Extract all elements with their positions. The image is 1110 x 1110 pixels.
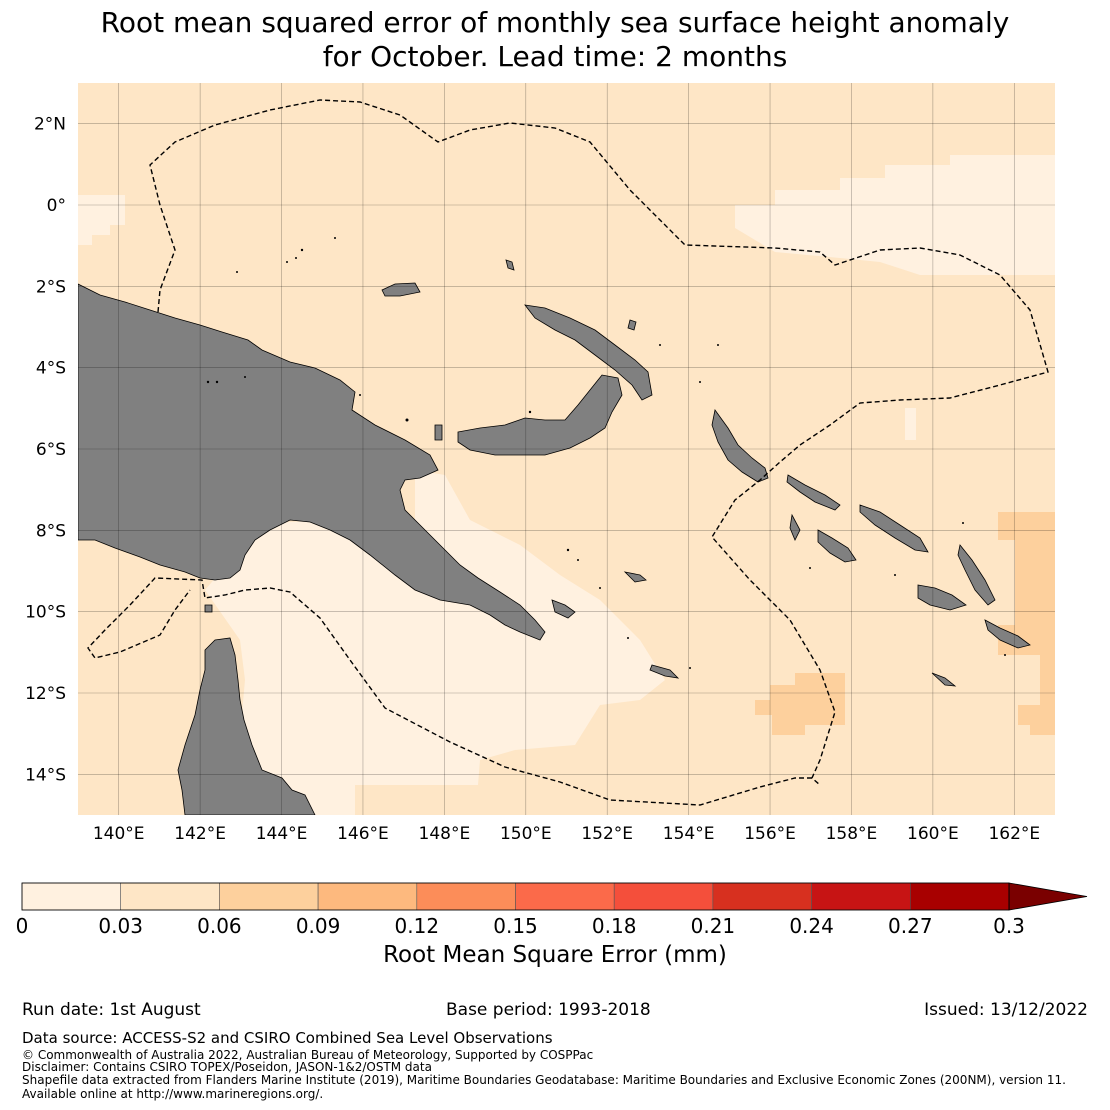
islet-dots xyxy=(206,237,1006,669)
lon-tick-label: 140°E xyxy=(93,824,145,844)
land-manus xyxy=(381,282,421,297)
lon-tick-label: 146°E xyxy=(337,824,389,844)
colorbar-extend-arrow xyxy=(1008,882,1088,911)
land-woodlark xyxy=(623,571,647,583)
lon-tick-labels: 140°E 142°E 144°E 146°E 148°E 150°E 152°E 154°E… xyxy=(93,824,1040,844)
colorbar-tick-label: 0.12 xyxy=(394,914,440,938)
marineregions-link: Available online at http://www.marinereg… xyxy=(22,1087,324,1101)
land-new-guinea xyxy=(78,283,546,641)
colorbar-tick-label: 0 xyxy=(15,914,29,938)
land-bougainville xyxy=(711,409,769,483)
base-period: Base period: 1993-2018 xyxy=(446,1000,651,1020)
colorbar-tick-label: 0.21 xyxy=(690,914,736,938)
lat-tick-labels: 2°N 0° 2°S 4°S 6°S 8°S 10°S 12°S 14°S xyxy=(25,115,66,786)
map-figure: 2°N 0° 2°S 4°S 6°S 8°S 10°S 12°S 14°S 140°E 142°E… xyxy=(21,83,1088,911)
issued-date: Issued: 13/12/2022 xyxy=(924,1000,1088,1020)
rmse-patch-south-solomon xyxy=(755,673,845,735)
colorbar-tick-label: 0.24 xyxy=(789,914,834,938)
colorbar-tick-label: 0.09 xyxy=(295,914,341,938)
lat-tick-label: 2°S xyxy=(36,277,66,297)
colorbar-segment xyxy=(219,882,319,911)
land-malaita xyxy=(957,544,996,606)
lon-tick-label: 160°E xyxy=(907,824,959,844)
colorbar-segment xyxy=(317,882,418,911)
shapefile-credit: Shapefile data extracted from Flanders M… xyxy=(22,1073,1066,1087)
copyright: © Commonwealth of Australia 2022, Austra… xyxy=(22,1048,594,1062)
lon-tick-label: 154°E xyxy=(663,824,715,844)
lat-tick-label: 2°N xyxy=(34,115,66,135)
land-new-britain xyxy=(457,374,623,456)
eez-boundary-png-south xyxy=(87,577,812,806)
land-torres-islet-1 xyxy=(204,604,213,613)
lon-tick-label: 150°E xyxy=(500,824,552,844)
land-santa-isabel xyxy=(859,504,929,553)
run-date: Run date: 1st August xyxy=(22,1000,201,1020)
colorbar-segment xyxy=(613,882,714,911)
lat-tick-label: 0° xyxy=(47,196,66,216)
rmse-patch-coral-sea xyxy=(205,470,665,815)
lon-tick-label: 144°E xyxy=(256,824,308,844)
lat-tick-label: 6°S xyxy=(36,440,66,460)
colorbar-tick-label: 0.18 xyxy=(591,914,637,938)
colorbar-segment xyxy=(21,882,121,911)
colorbar-tick-label: 0.27 xyxy=(888,914,933,938)
rmse-patch-west-equator xyxy=(78,195,125,245)
rmse-mid-patches xyxy=(755,512,1055,735)
colorbar-segment xyxy=(909,882,1010,911)
disclaimer: Disclaimer: Contains CSIRO TOPEX/Poseido… xyxy=(22,1060,432,1074)
lat-tick-label: 8°S xyxy=(36,521,66,541)
lat-tick-label: 10°S xyxy=(25,603,66,623)
land xyxy=(78,259,1031,815)
colorbar-segment xyxy=(515,882,615,911)
colorbar-segment xyxy=(416,882,516,911)
rmse-patch-east-spot xyxy=(905,408,916,440)
lat-tick-label: 14°S xyxy=(25,765,66,785)
colorbar-tick-label: 0.06 xyxy=(197,914,242,938)
colorbar xyxy=(21,882,1088,911)
rmse-low-patches xyxy=(78,155,1055,815)
title-line-2: for October. Lead time: 2 months xyxy=(322,40,788,73)
map-grid xyxy=(78,83,1055,815)
colorbar-tick-label: 0.15 xyxy=(493,914,538,938)
lon-tick-label: 162°E xyxy=(988,824,1040,844)
colorbar-title: Root Mean Square Error (mm) xyxy=(383,942,727,968)
land-cape-york xyxy=(177,637,316,815)
lat-tick-label: 12°S xyxy=(25,684,66,704)
colorbar-tick-label: 0.03 xyxy=(98,914,143,938)
lon-tick-label: 158°E xyxy=(826,824,878,844)
land-islet-4 xyxy=(627,319,637,331)
lat-tick-label: 4°S xyxy=(36,359,66,379)
land-rennell xyxy=(931,672,957,687)
colorbar-segment xyxy=(712,882,812,911)
rmse-patch-east-edge xyxy=(998,512,1055,735)
colorbar-segment xyxy=(811,882,911,911)
title-line-1: Root mean squared error of monthly sea s… xyxy=(100,6,1010,39)
land-choiseul xyxy=(786,474,841,511)
chart-title: Root mean squared error of monthly sea s… xyxy=(0,6,1110,74)
land-russell-group xyxy=(817,529,857,563)
eez-boundary xyxy=(87,99,1049,806)
data-source: Data source: ACCESS-S2 and CSIRO Combine… xyxy=(22,1029,553,1047)
colorbar-tick-label: 0.3 xyxy=(993,914,1025,938)
rmse-patch-east-equator xyxy=(735,155,1055,275)
lon-tick-label: 142°E xyxy=(174,824,226,844)
land-guadalcanal xyxy=(917,584,967,611)
land-dentrecasteaux xyxy=(551,599,576,619)
land-islet-2 xyxy=(434,424,443,441)
land-makira xyxy=(984,619,1031,649)
colorbar-segment xyxy=(120,882,220,911)
lon-tick-label: 148°E xyxy=(419,824,471,844)
land-louisiade xyxy=(649,664,680,679)
land-islet-3 xyxy=(505,259,515,271)
eez-boundary-png xyxy=(149,99,1049,786)
map-panel xyxy=(78,83,1055,815)
colorbar-frame xyxy=(21,882,1010,911)
lon-tick-label: 156°E xyxy=(744,824,796,844)
land-new-ireland xyxy=(524,304,653,401)
lon-tick-label: 152°E xyxy=(581,824,633,844)
land-new-georgia xyxy=(789,513,801,541)
